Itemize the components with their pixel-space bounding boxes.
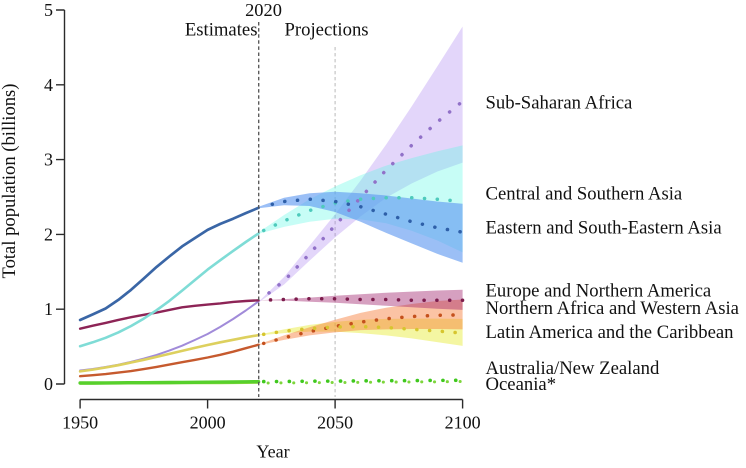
svg-text:1950: 1950: [62, 413, 98, 433]
svg-text:Northern Africa and Western As: Northern Africa and Western Asia: [486, 298, 740, 319]
svg-text:Projections: Projections: [285, 19, 369, 40]
svg-text:2020: 2020: [245, 0, 282, 20]
svg-text:Central and Southern Asia: Central and Southern Asia: [486, 184, 683, 205]
svg-text:Sub-Saharan Africa: Sub-Saharan Africa: [486, 93, 634, 114]
svg-text:2050: 2050: [317, 413, 353, 433]
svg-text:Total population (billions): Total population (billions): [0, 84, 20, 279]
svg-text:2000: 2000: [190, 413, 226, 433]
svg-text:Oceania*: Oceania*: [486, 374, 557, 395]
svg-text:4: 4: [44, 75, 53, 95]
svg-text:1: 1: [44, 299, 53, 319]
svg-text:3: 3: [44, 150, 53, 170]
svg-text:5: 5: [44, 0, 53, 20]
svg-text:2100: 2100: [445, 413, 481, 433]
svg-text:Latin America and the Caribbea: Latin America and the Caribbean: [486, 322, 735, 343]
svg-text:Australia/New Zealand: Australia/New Zealand: [486, 358, 660, 379]
svg-text:Eastern and South-Eastern Asia: Eastern and South-Eastern Asia: [486, 218, 723, 239]
svg-text:0: 0: [44, 374, 53, 394]
svg-text:2: 2: [44, 224, 53, 244]
svg-text:Estimates: Estimates: [185, 19, 258, 40]
svg-text:Year: Year: [256, 442, 289, 462]
svg-text:Europe and Northern America: Europe and Northern America: [486, 281, 712, 302]
